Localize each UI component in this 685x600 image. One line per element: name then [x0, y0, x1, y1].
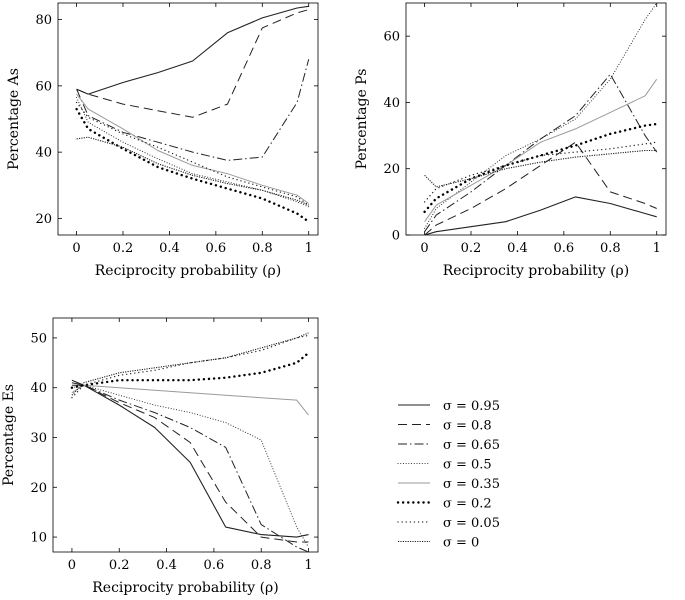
series-line-sigma-0-5 — [76, 97, 310, 208]
legend-label: σ = 0.5 — [443, 458, 492, 473]
y-axis-label-as: Percentage As — [6, 68, 22, 170]
series-line-sigma-0-2 — [423, 122, 658, 214]
series-line-sigma-0-5 — [71, 384, 309, 548]
chart-panel-es: 0 0.2 0.4 0.6 0.8 1 10 20 30 40 50 Reciprocity prob… — [1, 317, 319, 596]
x-tick-label: 0 — [68, 558, 76, 573]
series-line-sigma-0-65 — [71, 384, 309, 552]
x-tick-label: 0.2 — [109, 558, 130, 573]
x-tick-label: 0.2 — [113, 241, 134, 256]
x-tick-label: 1 — [304, 558, 312, 573]
x-tick-label: 0.8 — [251, 558, 272, 573]
y-tick-label: 40 — [35, 146, 52, 161]
y-tick-label: 10 — [30, 531, 47, 546]
chart-panel-as: 0 0.2 0.4 0.6 0.8 1 20 40 60 80 Reciprocity probab… — [6, 2, 319, 279]
series-line-sigma-0-35 — [76, 93, 309, 204]
legend-label: σ = 0.35 — [443, 477, 500, 492]
x-axis-label: Reciprocity probability (ρ) — [443, 263, 629, 279]
series-line-sigma-0-65 — [424, 73, 658, 232]
x-tick-label: 0 — [72, 241, 80, 256]
x-tick-label: 0.6 — [204, 558, 225, 573]
y-tick-label: 20 — [383, 162, 400, 177]
x-tick-label: 0.4 — [156, 558, 177, 573]
series-line-sigma-0-05 — [423, 141, 658, 203]
y-axis-label-es: Percentage Es — [1, 384, 17, 486]
y-tick-label: 40 — [30, 381, 47, 396]
series-line-sigma-0-5 — [424, 3, 658, 229]
series-line-sigma-0-8 — [424, 141, 657, 235]
legend-label: σ = 0 — [443, 536, 479, 551]
y-tick-label: 40 — [383, 96, 400, 111]
chart-panel-ps: 0 0.2 0.4 0.6 0.8 1 0 20 40 60 Reciprocity probabi… — [354, 2, 667, 279]
series-line-sigma-0-8 — [76, 9, 309, 118]
legend-label: σ = 0.65 — [443, 438, 500, 453]
series-line-sigma-0-2 — [75, 107, 310, 223]
x-tick-label: 0.2 — [461, 241, 482, 256]
series-line-sigma-0-95 — [424, 196, 657, 235]
y-tick-label: 20 — [30, 481, 47, 496]
x-tick-label: 0.6 — [554, 241, 575, 256]
x-tick-label: 0.4 — [507, 241, 528, 256]
legend-label: σ = 0.8 — [443, 419, 492, 434]
y-tick-label: 30 — [30, 431, 47, 446]
x-tick-label: 0.8 — [600, 241, 621, 256]
series-line-sigma-0 — [71, 332, 309, 396]
y-tick-label: 60 — [383, 30, 400, 45]
y-axis-label-ps: Percentage Ps — [354, 69, 370, 170]
x-tick-label: 0.4 — [159, 241, 180, 256]
x-tick-label: 0 — [420, 241, 428, 256]
series-line-sigma-0-35 — [71, 384, 309, 416]
plot-frame — [52, 317, 319, 553]
legend: σ = 0.95 σ = 0.8 σ = 0.65 σ = 0.5 σ = 0.35 σ … — [396, 399, 500, 551]
y-tick-label: 50 — [30, 331, 47, 346]
x-tick-label: 1 — [305, 241, 313, 256]
x-axis-label: Reciprocity probability (ρ) — [95, 263, 281, 279]
x-tick-label: 0.6 — [206, 241, 227, 256]
legend-label: σ = 0.05 — [443, 516, 500, 531]
series-line-sigma-0-2 — [70, 351, 310, 389]
plot-frame — [405, 2, 667, 236]
y-tick-label: 60 — [35, 79, 52, 94]
plot-frame — [57, 2, 319, 236]
y-tick-label: 20 — [35, 212, 52, 227]
series-line-sigma-0-35 — [424, 78, 658, 222]
series-line-sigma-0-05 — [71, 334, 310, 399]
x-axis-label: Reciprocity probability (ρ) — [92, 580, 278, 596]
x-tick-label: 1 — [653, 241, 661, 256]
y-tick-label: 0 — [392, 229, 400, 244]
y-tick-label: 80 — [35, 13, 52, 28]
series-line-sigma-0-8 — [71, 382, 309, 543]
x-tick-label: 0.8 — [252, 241, 273, 256]
legend-label: σ = 0.2 — [443, 497, 492, 512]
series-line-sigma-0-95 — [71, 379, 309, 538]
series-line-sigma-0-65 — [76, 59, 310, 161]
series-line-sigma-0 — [76, 136, 309, 206]
legend-label: σ = 0.95 — [443, 399, 500, 414]
series-line-sigma-0-05 — [75, 101, 310, 206]
series-line-sigma-0-95 — [76, 5, 309, 95]
